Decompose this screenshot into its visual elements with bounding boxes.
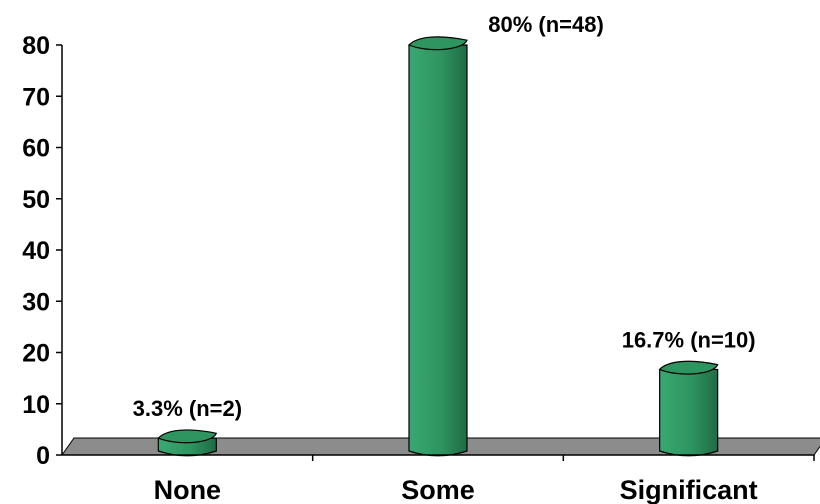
labels-group: 0 10 20 30 40 50 60 70 80 None 3.3% (n=2) Some 80% (… [22, 12, 757, 504]
x-category-label: None [154, 475, 222, 504]
y-tick-label: 0 [36, 442, 50, 470]
y-tick-label: 30 [22, 288, 50, 316]
y-tick-label: 20 [22, 340, 50, 368]
bar-some [407, 36, 468, 457]
bar-top [658, 360, 719, 375]
y-tick-label: 80 [22, 32, 50, 60]
bars-group [157, 36, 719, 457]
x-category-label: Some [401, 475, 475, 504]
y-tick-label: 40 [22, 237, 50, 265]
data-label: 80% (n=48) [488, 12, 604, 37]
y-tick-label: 50 [22, 186, 50, 214]
bar-top [407, 36, 468, 51]
x-category-label: Significant [620, 475, 758, 504]
y-tick-label: 60 [22, 135, 50, 163]
bar-none [157, 429, 218, 457]
y-tick-label: 70 [22, 83, 50, 111]
bar-significant [658, 360, 719, 457]
bar-body [408, 44, 468, 457]
y-tick-label: 10 [22, 391, 50, 419]
data-label: 16.7% (n=10) [622, 327, 756, 352]
bar-body [659, 368, 719, 457]
bar-top [157, 429, 218, 444]
axes-group [56, 44, 815, 461]
data-label: 3.3% (n=2) [133, 396, 242, 421]
